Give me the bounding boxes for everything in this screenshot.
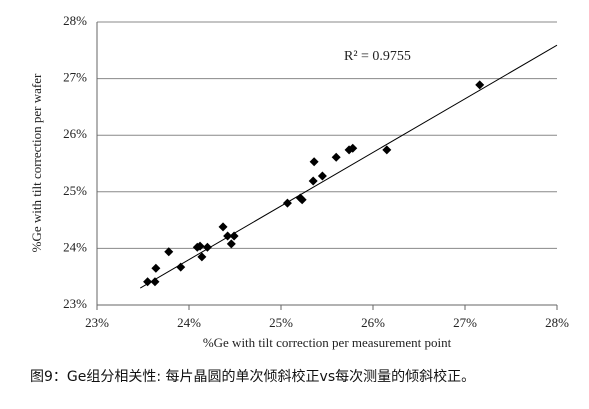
- point: [226, 239, 236, 249]
- point: [197, 252, 207, 262]
- point: [475, 80, 485, 90]
- point: [223, 231, 233, 241]
- point: [150, 277, 160, 287]
- x-tick-label: 23%: [85, 315, 109, 330]
- y-tick-label: 27%: [63, 70, 87, 85]
- y-axis-label: %Ge with tilt correction per wafer: [29, 73, 44, 252]
- point: [309, 157, 319, 167]
- point: [382, 145, 392, 155]
- point: [176, 262, 186, 272]
- y-tick-label: 24%: [63, 239, 87, 254]
- point: [151, 263, 161, 273]
- point: [348, 143, 358, 153]
- point: [297, 195, 307, 205]
- y-tick-label: 23%: [63, 296, 87, 311]
- point: [195, 241, 205, 251]
- point: [282, 198, 292, 208]
- annotation: R² = 0.9755: [344, 49, 411, 64]
- trendline: [139, 44, 558, 289]
- point: [218, 222, 228, 232]
- y-tick-label: 28%: [63, 13, 87, 28]
- point: [164, 247, 174, 257]
- x-axis-label: %Ge with tilt correction per measurement…: [203, 335, 452, 350]
- caption: 图9：Ge组分相关性: 每片晶圆的单次倾斜校正vs每次测量的倾斜校正。: [30, 369, 476, 385]
- x-tick-label: 25%: [269, 315, 293, 330]
- chart: %Ge with tilt correction per measurement…: [29, 13, 569, 350]
- point: [331, 152, 341, 162]
- point: [143, 277, 153, 287]
- x-tick-label: 28%: [545, 315, 569, 330]
- point: [229, 231, 239, 241]
- y-tick-label: 26%: [63, 126, 87, 141]
- x-tick-label: 24%: [177, 315, 201, 330]
- point: [202, 242, 212, 252]
- point: [317, 171, 327, 181]
- x-tick-label: 27%: [453, 315, 477, 330]
- x-tick-label: 26%: [361, 315, 385, 330]
- y-tick-label: 25%: [63, 183, 87, 198]
- point: [308, 176, 318, 186]
